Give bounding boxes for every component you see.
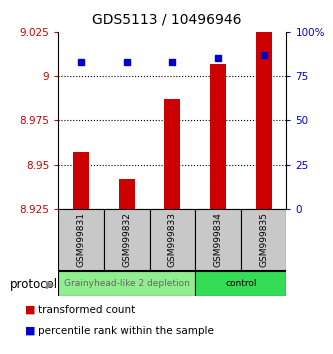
Text: GSM999832: GSM999832 <box>122 212 131 267</box>
Text: Grainyhead-like 2 depletion: Grainyhead-like 2 depletion <box>64 279 190 288</box>
Text: percentile rank within the sample: percentile rank within the sample <box>38 326 214 336</box>
Bar <box>119 179 135 209</box>
Bar <box>58 209 104 271</box>
Bar <box>195 209 241 271</box>
Bar <box>150 209 195 271</box>
Text: transformed count: transformed count <box>38 305 136 315</box>
Text: GDS5113 / 10496946: GDS5113 / 10496946 <box>92 12 241 27</box>
Text: ▶: ▶ <box>46 280 55 290</box>
Text: control: control <box>225 279 256 288</box>
Text: GSM999835: GSM999835 <box>259 212 268 267</box>
Bar <box>104 209 150 271</box>
Text: GSM999831: GSM999831 <box>77 212 86 267</box>
Bar <box>195 271 286 296</box>
Bar <box>165 99 180 209</box>
Bar <box>256 32 271 209</box>
Bar <box>58 271 195 296</box>
Text: protocol: protocol <box>10 279 58 291</box>
Text: ■: ■ <box>25 305 35 315</box>
Bar <box>210 64 226 209</box>
Bar <box>241 209 286 271</box>
Text: ■: ■ <box>25 326 35 336</box>
Text: GSM999834: GSM999834 <box>213 212 222 267</box>
Bar <box>73 152 89 209</box>
Text: GSM999833: GSM999833 <box>168 212 177 267</box>
